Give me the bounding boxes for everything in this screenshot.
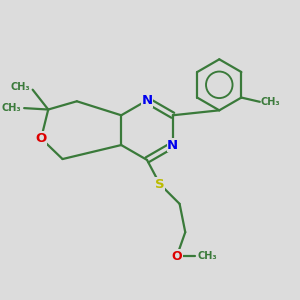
Text: CH₃: CH₃ [11, 82, 31, 92]
Text: S: S [155, 178, 165, 190]
Text: N: N [167, 139, 178, 152]
Text: CH₃: CH₃ [197, 251, 217, 261]
Text: O: O [172, 250, 182, 263]
Text: N: N [141, 94, 153, 107]
Text: CH₃: CH₃ [2, 103, 21, 113]
Text: CH₃: CH₃ [261, 97, 280, 107]
Text: O: O [35, 132, 47, 145]
